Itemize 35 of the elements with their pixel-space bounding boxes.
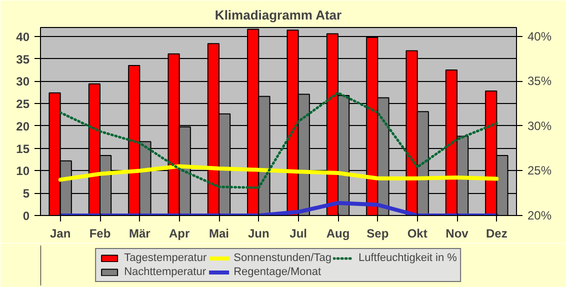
y-tick-label: 25 bbox=[16, 97, 30, 112]
x-tick-label: Mai bbox=[209, 226, 230, 240]
x-tick-label: Jun bbox=[248, 226, 270, 240]
y-tick-label: 30 bbox=[16, 74, 30, 89]
line-series bbox=[59, 92, 498, 189]
x-tick-label: Jan bbox=[50, 226, 71, 240]
x-tick-label: Okt bbox=[407, 226, 428, 240]
y-tick-label: 5 bbox=[22, 186, 30, 201]
y-tick-label: 0 bbox=[22, 209, 30, 223]
x-tick-label: Feb bbox=[89, 226, 111, 240]
x-tick-label: Aug bbox=[326, 226, 350, 240]
x-tick-label: Apr bbox=[169, 226, 190, 240]
y2-tick-label: 20% bbox=[528, 208, 552, 222]
y-tick-label: 10 bbox=[16, 164, 30, 178]
x-tick-label: Mär bbox=[128, 226, 151, 240]
legend-label: Regentage/Monat bbox=[234, 266, 322, 278]
legend-label: Sonnenstunden/Tag bbox=[234, 252, 332, 264]
legend-label: Nachttemperatur bbox=[124, 266, 206, 278]
y-tick-label: 35 bbox=[16, 52, 30, 66]
y2-tick-label: 40% bbox=[528, 29, 552, 44]
y-tick-label: 20 bbox=[16, 119, 30, 134]
y-tick-label: 15 bbox=[16, 142, 30, 156]
legend-label: Luftfeuchtigkeit in % bbox=[358, 252, 457, 264]
line-series bbox=[58, 164, 499, 182]
x-tick-label: Dez bbox=[486, 226, 508, 240]
chart-title: Klimadiagramm Atar bbox=[214, 8, 342, 22]
line-series bbox=[58, 200, 499, 216]
y-tick-label: 40 bbox=[16, 30, 30, 44]
x-tick-label: Sep bbox=[366, 226, 389, 240]
x-tick-label: Nov bbox=[446, 226, 469, 240]
legend-label: Tagestemperatur bbox=[124, 252, 207, 264]
x-tick-label: Jul bbox=[290, 226, 308, 240]
y2-tick-label: 30% bbox=[528, 118, 552, 133]
y2-tick-label: 25% bbox=[528, 164, 552, 178]
y2-tick-label: 35% bbox=[528, 74, 552, 88]
